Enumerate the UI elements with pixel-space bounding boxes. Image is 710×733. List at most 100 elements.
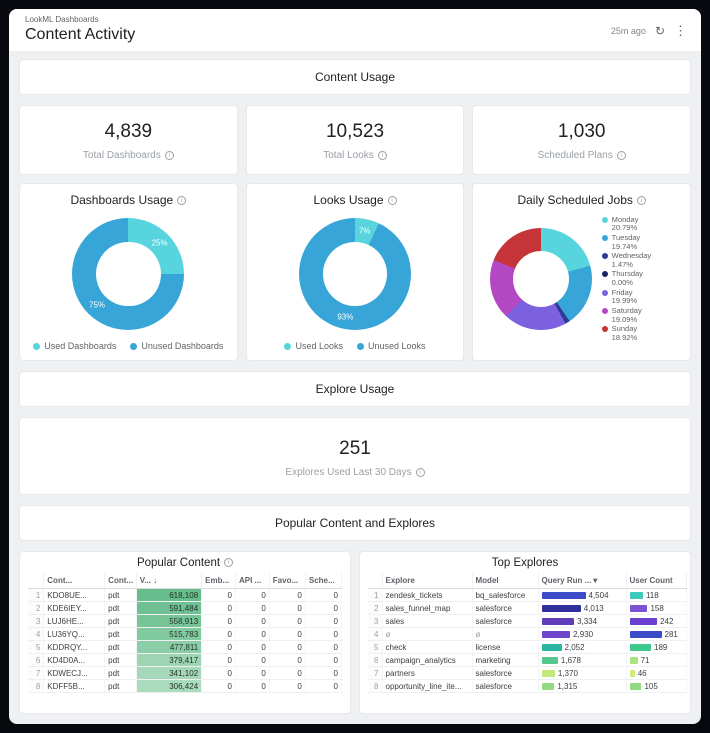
table-row[interactable]: 3 sales salesforce 3,334 242 <box>368 614 687 628</box>
content-id-cell: KDO8UE... <box>43 588 106 602</box>
user-count-cell: 71 <box>626 653 687 667</box>
column-header[interactable]: Cont... <box>43 573 106 589</box>
bottom-tables-row: Popular Content i Cont... Cont... V... ↓ Emb.… <box>19 551 691 714</box>
bar-wrap: 2,052 <box>541 643 623 652</box>
column-header[interactable]: Favo... <box>269 573 306 589</box>
info-icon[interactable]: i <box>636 196 646 206</box>
refresh-button[interactable]: ↻ <box>655 25 665 37</box>
zero-cell: 0 <box>201 601 236 615</box>
table-row[interactable]: 2 sales_funnel_map salesforce 4,013 158 <box>368 601 687 615</box>
top-explores-table: Explore Model Query Run ... ▾ User Count 1 zen… <box>368 573 687 693</box>
views-cell: 558,913 <box>136 614 203 628</box>
query-run-cell: 1,315 <box>538 679 627 693</box>
more-menu-button[interactable]: ⋮ <box>674 24 687 37</box>
dashboard-header: LookML Dashboards Content Activity 25m a… <box>9 9 701 51</box>
zero-cell: 0 <box>201 588 236 602</box>
total-dashboards-kpi: 4,839 Total Dashboards i <box>19 105 238 175</box>
zero-cell: 0 <box>235 601 270 615</box>
row-number: 8 <box>368 679 383 693</box>
sort-icon: ↓ <box>153 576 158 585</box>
legend-label: Used Looks <box>295 341 343 351</box>
column-header[interactable]: Query Run ... ▾ <box>538 573 627 589</box>
query-run-bar <box>541 604 581 612</box>
table-row[interactable]: 1 KDO8UE... pdt 618,108 0 0 0 0 <box>28 588 343 602</box>
column-header[interactable]: Emb... <box>201 573 236 589</box>
content-type-cell: pdt <box>104 614 137 628</box>
info-icon[interactable]: i <box>415 467 425 477</box>
dashboards-usage-donut[interactable]: 25% 75% <box>72 218 185 330</box>
table-row[interactable]: 2 KDE6IEY... pdt 591,484 0 0 0 0 <box>28 601 343 615</box>
user-count-bar <box>629 643 652 651</box>
info-icon[interactable]: i <box>224 558 234 568</box>
column-header[interactable]: User Count <box>626 573 687 589</box>
column-header[interactable]: Sche... <box>305 573 343 589</box>
breadcrumb[interactable]: LookML Dashboards <box>25 15 99 24</box>
daily-scheduled-jobs-donut[interactable] <box>489 228 592 330</box>
slice-label: 93% <box>337 312 354 322</box>
table-row[interactable]: 6 campaign_analytics marketing 1,678 71 <box>368 653 687 667</box>
row-number: 1 <box>368 588 383 602</box>
model-cell: salesforce <box>472 614 539 628</box>
info-icon[interactable]: i <box>177 196 187 206</box>
refresh-icon: ↻ <box>654 23 665 38</box>
legend-pct: 19.09% <box>611 314 638 324</box>
query-run-bar <box>541 656 558 664</box>
column-header[interactable]: V... ↓ <box>136 573 203 589</box>
model-cell: salesforce <box>472 679 539 693</box>
row-number: 7 <box>28 666 45 680</box>
content-id-cell: LU36YQ... <box>43 627 106 641</box>
column-header[interactable]: Model <box>472 573 539 589</box>
info-icon[interactable]: i <box>616 150 626 160</box>
popular-content-table: Cont... Cont... V... ↓ Emb... API ... Favo... S… <box>28 573 343 693</box>
table-header-row: Cont... Cont... V... ↓ Emb... API ... Favo... S… <box>28 573 343 589</box>
column-header[interactable] <box>28 573 45 589</box>
total-looks-kpi: 10,523 Total Looks i <box>245 105 465 175</box>
legend-dot <box>601 271 608 278</box>
table-row[interactable]: 6 KD4D0A... pdt 379,417 0 0 0 0 <box>28 653 343 667</box>
popular-content-card: Popular Content i Cont... Cont... V... ↓ Emb.… <box>19 551 351 714</box>
table-row[interactable]: 5 KDDRQY... pdt 477,811 0 0 0 0 <box>28 640 343 654</box>
chart-title: Looks Usage i <box>313 193 397 207</box>
table-row[interactable]: 1 zendesk_tickets bq_salesforce 4,504 118 <box>368 588 687 602</box>
kpi-label-text: Total Looks <box>323 150 374 161</box>
table-row[interactable]: 3 LUJ6HE... pdt 558,913 0 0 0 0 <box>28 614 343 628</box>
looks-usage-donut[interactable]: 7% 93% <box>299 218 411 330</box>
section-title-popular-content: Popular Content and Explores <box>19 505 691 541</box>
column-header[interactable]: API ... <box>235 573 270 589</box>
zero-cell: 0 <box>235 588 270 602</box>
model-cell: salesforce <box>472 666 539 680</box>
slice-label: 75% <box>89 300 106 310</box>
bar-wrap: 158 <box>629 604 683 613</box>
donut-hole <box>322 241 388 307</box>
legend-item: Saturday 19.09% <box>601 306 674 324</box>
zero-cell: 0 <box>269 588 306 602</box>
column-header[interactable]: Cont... <box>104 573 137 589</box>
model-cell: license <box>472 640 539 654</box>
model-cell: ø <box>472 627 539 641</box>
table-row[interactable]: 7 partners salesforce 1,370 46 <box>368 666 687 680</box>
legend-dot <box>601 253 608 260</box>
row-number: 1 <box>28 588 45 602</box>
table-row[interactable]: 7 KDWECJ... pdt 341,102 0 0 0 0 <box>28 666 343 680</box>
legend-day: Wednesday <box>611 251 652 261</box>
views-cell: 341,102 <box>136 666 203 680</box>
user-count-value: 281 <box>664 629 678 639</box>
explore-cell: check <box>382 640 473 654</box>
legend-day: Thursday <box>611 269 643 279</box>
table-row[interactable]: 8 KDFF5B... pdt 306,424 0 0 0 0 <box>28 679 343 693</box>
info-icon[interactable]: i <box>164 150 174 160</box>
column-header[interactable] <box>368 573 383 589</box>
table-row[interactable]: 4 LU36YQ... pdt 515,783 0 0 0 0 <box>28 627 343 641</box>
row-number: 6 <box>368 653 383 667</box>
content-id-cell: KDWECJ... <box>43 666 106 680</box>
query-run-bar <box>541 669 555 677</box>
table-row[interactable]: 5 check license 2,052 189 <box>368 640 687 654</box>
column-header[interactable]: Explore <box>382 573 473 589</box>
header-left: LookML Dashboards Content Activity <box>25 15 135 44</box>
info-icon[interactable]: i <box>377 150 387 160</box>
table-row[interactable]: 8 opportunity_line_ite... salesforce 1,315 1… <box>368 679 687 693</box>
table-row[interactable]: 4 ø ø 2,930 281 <box>368 627 687 641</box>
info-icon[interactable]: i <box>387 196 397 206</box>
bar-wrap: 4,013 <box>541 604 623 613</box>
zero-cell: 0 <box>235 640 270 654</box>
